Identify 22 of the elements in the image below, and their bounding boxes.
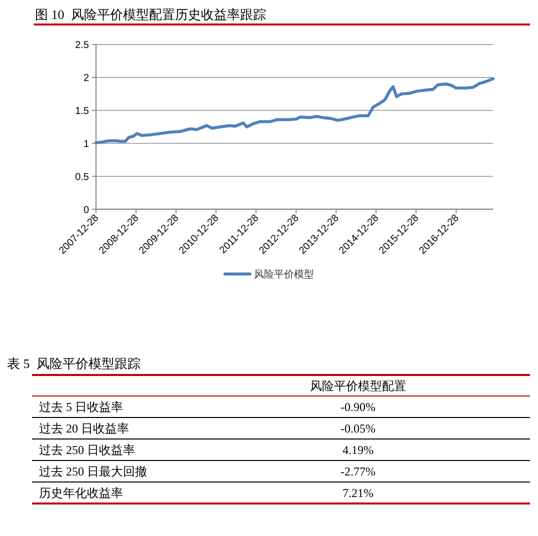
y-tick-label: 1	[83, 138, 90, 150]
y-tick-label: 1.5	[75, 106, 90, 117]
line-series	[94, 77, 494, 144]
data-label: 4.19%	[342, 443, 374, 457]
category-label: 历史年化收益率	[39, 486, 123, 500]
data-label: 7.21%	[342, 486, 374, 500]
category-label: 过去 250 日收益率	[39, 443, 135, 457]
category-label: 过去 5 日收益率	[39, 400, 123, 414]
data-label: -2.77%	[340, 464, 376, 478]
y-tick-label: 0.5	[75, 172, 90, 183]
y-tick-label: 2.5	[75, 40, 90, 51]
legend: 风险平价模型	[224, 270, 314, 280]
text: 表 5 风险平价模型跟踪	[7, 356, 140, 371]
category-label: 过去 20 日收益率	[39, 422, 129, 436]
chart-title: 图 10 风险平价模型配置历史收益率跟踪	[35, 7, 266, 22]
y-tick-label: 2	[83, 72, 90, 84]
text: 风险平价模型配置	[310, 379, 406, 393]
category-label: 过去 250 日最大回撤	[39, 464, 147, 478]
data-label: -0.05%	[340, 422, 376, 436]
data-label: -0.90%	[340, 400, 376, 414]
y-tick-label: 0	[83, 204, 90, 216]
legend-label: 风险平价模型	[254, 268, 314, 280]
